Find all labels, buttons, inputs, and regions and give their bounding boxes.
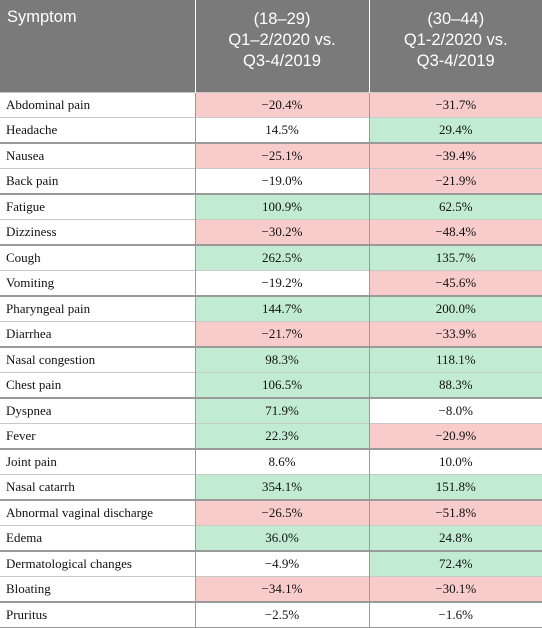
symptom-name: Abdominal pain <box>0 92 195 118</box>
symptom-name: Pharyngeal pain <box>0 295 195 322</box>
value-age-30-44: −39.4% <box>368 142 542 169</box>
value-age-18-29: −19.2% <box>194 270 369 296</box>
value-age-18-29: 100.9% <box>194 193 369 220</box>
table-row: Joint pain 8.6% 10.0% <box>0 448 542 475</box>
table-row: Abdominal pain −20.4% −31.7% <box>0 92 542 118</box>
value-age-18-29: 8.6% <box>194 448 369 475</box>
symptom-name: Diarrhea <box>0 321 195 347</box>
table-row: Cough 262.5% 135.7% <box>0 244 542 271</box>
symptom-name: Back pain <box>0 168 195 194</box>
value-age-18-29: −21.7% <box>194 321 369 347</box>
header-row: Symptom (18–29) Q1–2/2020 vs. Q3-4/2019 … <box>0 0 542 93</box>
value-age-18-29: 22.3% <box>194 423 369 449</box>
symptom-name: Dermatological changes <box>0 550 195 577</box>
table-row: Dizziness −30.2% −48.4% <box>0 219 542 245</box>
value-age-18-29: 106.5% <box>194 372 369 398</box>
table-row: Dermatological changes −4.9% 72.4% <box>0 550 542 577</box>
value-age-30-44: 88.3% <box>368 372 542 398</box>
value-age-18-29: 71.9% <box>194 397 369 424</box>
table-row: Fever 22.3% −20.9% <box>0 423 542 449</box>
table-row: Nasal congestion 98.3% 118.1% <box>0 346 542 373</box>
value-age-30-44: 135.7% <box>368 244 542 271</box>
value-age-18-29: −2.5% <box>194 601 369 628</box>
symptom-name: Chest pain <box>0 372 195 398</box>
table-row: Back pain −19.0% −21.9% <box>0 168 542 194</box>
value-age-30-44: −30.1% <box>368 576 542 602</box>
symptom-name: Headache <box>0 117 195 143</box>
symptom-name: Edema <box>0 525 195 551</box>
table-row: Abnormal vaginal discharge −26.5% −51.8% <box>0 499 542 526</box>
value-age-30-44: 24.8% <box>368 525 542 551</box>
symptom-name: Abnormal vaginal discharge <box>0 499 195 526</box>
value-age-30-44: 29.4% <box>368 117 542 143</box>
value-age-18-29: −30.2% <box>194 219 369 245</box>
symptom-name: Fever <box>0 423 195 449</box>
table-row: Bloating −34.1% −30.1% <box>0 576 542 602</box>
value-age-30-44: 151.8% <box>368 474 542 500</box>
value-age-18-29: −20.4% <box>194 92 369 118</box>
value-age-30-44: −51.8% <box>368 499 542 526</box>
table-row: Nausea −25.1% −39.4% <box>0 142 542 169</box>
symptom-name: Dizziness <box>0 219 195 245</box>
table-row: Pharyngeal pain 144.7% 200.0% <box>0 295 542 322</box>
value-age-30-44: −1.6% <box>368 601 542 628</box>
value-age-30-44: −20.9% <box>368 423 542 449</box>
value-age-18-29: 36.0% <box>194 525 369 551</box>
symptom-name: Pruritus <box>0 601 195 628</box>
symptom-name: Fatigue <box>0 193 195 220</box>
symptom-name: Cough <box>0 244 195 271</box>
table-row: Nasal catarrh 354.1% 151.8% <box>0 474 542 500</box>
table-row: Diarrhea −21.7% −33.9% <box>0 321 542 347</box>
symptom-name: Vomiting <box>0 270 195 296</box>
value-age-18-29: 354.1% <box>194 474 369 500</box>
table-row: Dyspnea 71.9% −8.0% <box>0 397 542 424</box>
value-age-18-29: −4.9% <box>194 550 369 577</box>
symptom-name: Joint pain <box>0 448 195 475</box>
value-age-18-29: 144.7% <box>194 295 369 322</box>
value-age-30-44: −45.6% <box>368 270 542 296</box>
value-age-18-29: −34.1% <box>194 576 369 602</box>
header-symptom: Symptom <box>0 0 195 93</box>
header-age-18-29: (18–29) Q1–2/2020 vs. Q3-4/2019 <box>194 0 369 93</box>
value-age-18-29: −19.0% <box>194 168 369 194</box>
header-age-30-44: (30–44) Q1-2/2020 vs. Q3-4/2019 <box>368 0 542 93</box>
value-age-18-29: 262.5% <box>194 244 369 271</box>
value-age-30-44: 10.0% <box>368 448 542 475</box>
table-row: Chest pain 106.5% 88.3% <box>0 372 542 398</box>
table-row: Fatigue 100.9% 62.5% <box>0 193 542 220</box>
value-age-30-44: −31.7% <box>368 92 542 118</box>
value-age-18-29: −26.5% <box>194 499 369 526</box>
value-age-30-44: 200.0% <box>368 295 542 322</box>
symptom-name: Dyspnea <box>0 397 195 424</box>
table-row: Pruritus −2.5% −1.6% <box>0 601 542 628</box>
value-age-30-44: −21.9% <box>368 168 542 194</box>
symptom-name: Bloating <box>0 576 195 602</box>
value-age-30-44: 72.4% <box>368 550 542 577</box>
value-age-18-29: 14.5% <box>194 117 369 143</box>
value-age-30-44: 118.1% <box>368 346 542 373</box>
symptom-name: Nausea <box>0 142 195 169</box>
value-age-30-44: −48.4% <box>368 219 542 245</box>
table-row: Vomiting −19.2% −45.6% <box>0 270 542 296</box>
table-row: Edema 36.0% 24.8% <box>0 525 542 551</box>
value-age-18-29: −25.1% <box>194 142 369 169</box>
symptom-name: Nasal catarrh <box>0 474 195 500</box>
value-age-30-44: −8.0% <box>368 397 542 424</box>
table-row: Headache 14.5% 29.4% <box>0 117 542 143</box>
symptom-name: Nasal congestion <box>0 346 195 373</box>
value-age-30-44: −33.9% <box>368 321 542 347</box>
value-age-18-29: 98.3% <box>194 346 369 373</box>
value-age-30-44: 62.5% <box>368 193 542 220</box>
